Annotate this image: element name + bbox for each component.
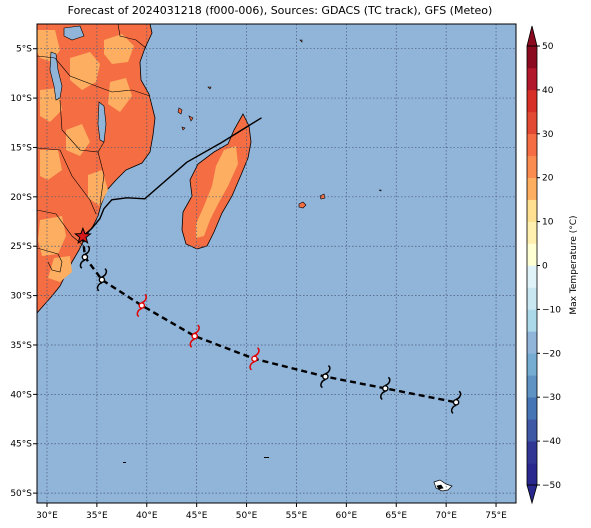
colorbar-tick-label: 20	[542, 174, 554, 184]
y-tick-label: 5°S	[16, 45, 32, 55]
x-tick-label: 65°E	[385, 511, 407, 521]
colorbar-band	[527, 353, 537, 376]
colorbar-band	[527, 221, 537, 244]
colorbar-band	[527, 419, 537, 442]
colorbar-tick-label: −40	[542, 437, 561, 447]
y-tick-label: 35°S	[10, 341, 32, 351]
map-frame	[36, 23, 517, 504]
colorbar-tick-label: 10	[542, 218, 554, 228]
x-tick-label: 75°E	[485, 511, 507, 521]
colorbar	[526, 25, 538, 505]
colorbar-band	[527, 243, 537, 266]
y-tick-label: 50°S	[10, 489, 32, 499]
colorbar-tick-label: 30	[542, 130, 554, 140]
colorbar-band	[527, 89, 537, 113]
cyclone-icon	[79, 245, 91, 269]
colorbar-band	[527, 287, 537, 310]
x-tick-label: 55°E	[286, 511, 308, 521]
star-icon	[73, 226, 92, 244]
colorbar-tick-label: −20	[542, 349, 561, 359]
colorbar-tick-label: 0	[542, 262, 548, 272]
forecast-markers	[79, 245, 462, 414]
y-tick-label: 25°S	[10, 242, 32, 252]
colorbar-extend-max	[526, 25, 538, 47]
cyclone-icon	[320, 364, 331, 389]
y-tick-label: 15°S	[10, 143, 32, 153]
colorbar-band	[527, 463, 537, 486]
colorbar-tick-label: 50	[542, 42, 554, 52]
colorbar-band	[527, 397, 537, 420]
x-tick-label: 30°E	[36, 511, 58, 521]
map-area	[37, 24, 516, 503]
cyclone-icon	[189, 324, 200, 348]
current-position-marker	[73, 226, 92, 244]
colorbar-ticks: 50 40 30 20 10 0 −10 −20 −30 −40 −50	[537, 42, 561, 491]
lake-tanganyika	[49, 51, 63, 101]
colorbar-tick-label: 40	[542, 86, 554, 96]
colorbar-tick-label: −50	[542, 481, 561, 491]
x-tick-label: 45°E	[186, 511, 208, 521]
colorbar-band	[527, 155, 537, 178]
y-tick-label: 40°S	[10, 390, 32, 400]
graticule	[37, 24, 516, 503]
country-borders	[37, 24, 151, 273]
colorbar-tick-label: −10	[542, 305, 561, 315]
madagascar-highlands	[196, 146, 238, 238]
colorbar-band	[527, 265, 537, 288]
colorbar-band	[527, 331, 537, 354]
colorbar-band	[527, 177, 537, 200]
colorbar-band	[527, 67, 537, 91]
longitude-axis: 30°E 35°E 40°E 45°E 50°E 55°E 60°E 65°E 70°E 75°E	[36, 503, 507, 521]
tiny-islets	[123, 457, 269, 463]
kerguelen-islands	[433, 479, 453, 492]
colorbar-band	[527, 375, 537, 398]
small-islands	[177, 39, 382, 209]
colorbar-band	[527, 133, 537, 157]
colorbar-band	[527, 309, 537, 332]
x-tick-label: 70°E	[435, 511, 457, 521]
x-tick-label: 60°E	[336, 511, 358, 521]
x-tick-label: 40°E	[136, 511, 158, 521]
cyclone-icon	[136, 293, 147, 318]
map-title: Forecast of 2024031218 (f000-006), Sourc…	[67, 4, 493, 17]
cyclone-icon	[380, 376, 391, 401]
past-track-line	[82, 117, 262, 237]
cyclone-icon	[450, 390, 462, 414]
colorbar-label: Max Temperature (°C)	[569, 215, 579, 314]
y-tick-label: 30°S	[10, 292, 32, 302]
y-tick-label: 10°S	[10, 94, 32, 104]
lake-victoria	[63, 25, 85, 41]
forecast-track-line	[81, 236, 457, 404]
x-tick-label: 50°E	[236, 511, 258, 521]
y-tick-label: 45°S	[10, 440, 32, 450]
cyclone-icon	[96, 268, 108, 292]
colorbar-tick-label: −30	[542, 393, 561, 403]
cyclone-icon	[249, 347, 260, 371]
colorbar-extend-min	[526, 484, 538, 505]
y-tick-label: 20°S	[10, 193, 32, 203]
colorbar-band	[527, 199, 537, 222]
colorbar-band	[527, 46, 537, 69]
latitude-axis: 5°S 10°S 15°S 20°S 25°S 30°S 35°S 40°S 45°S 50°S	[10, 45, 37, 499]
x-tick-label: 35°E	[86, 511, 108, 521]
colorbar-band	[527, 441, 537, 464]
colorbar-band	[527, 111, 537, 135]
